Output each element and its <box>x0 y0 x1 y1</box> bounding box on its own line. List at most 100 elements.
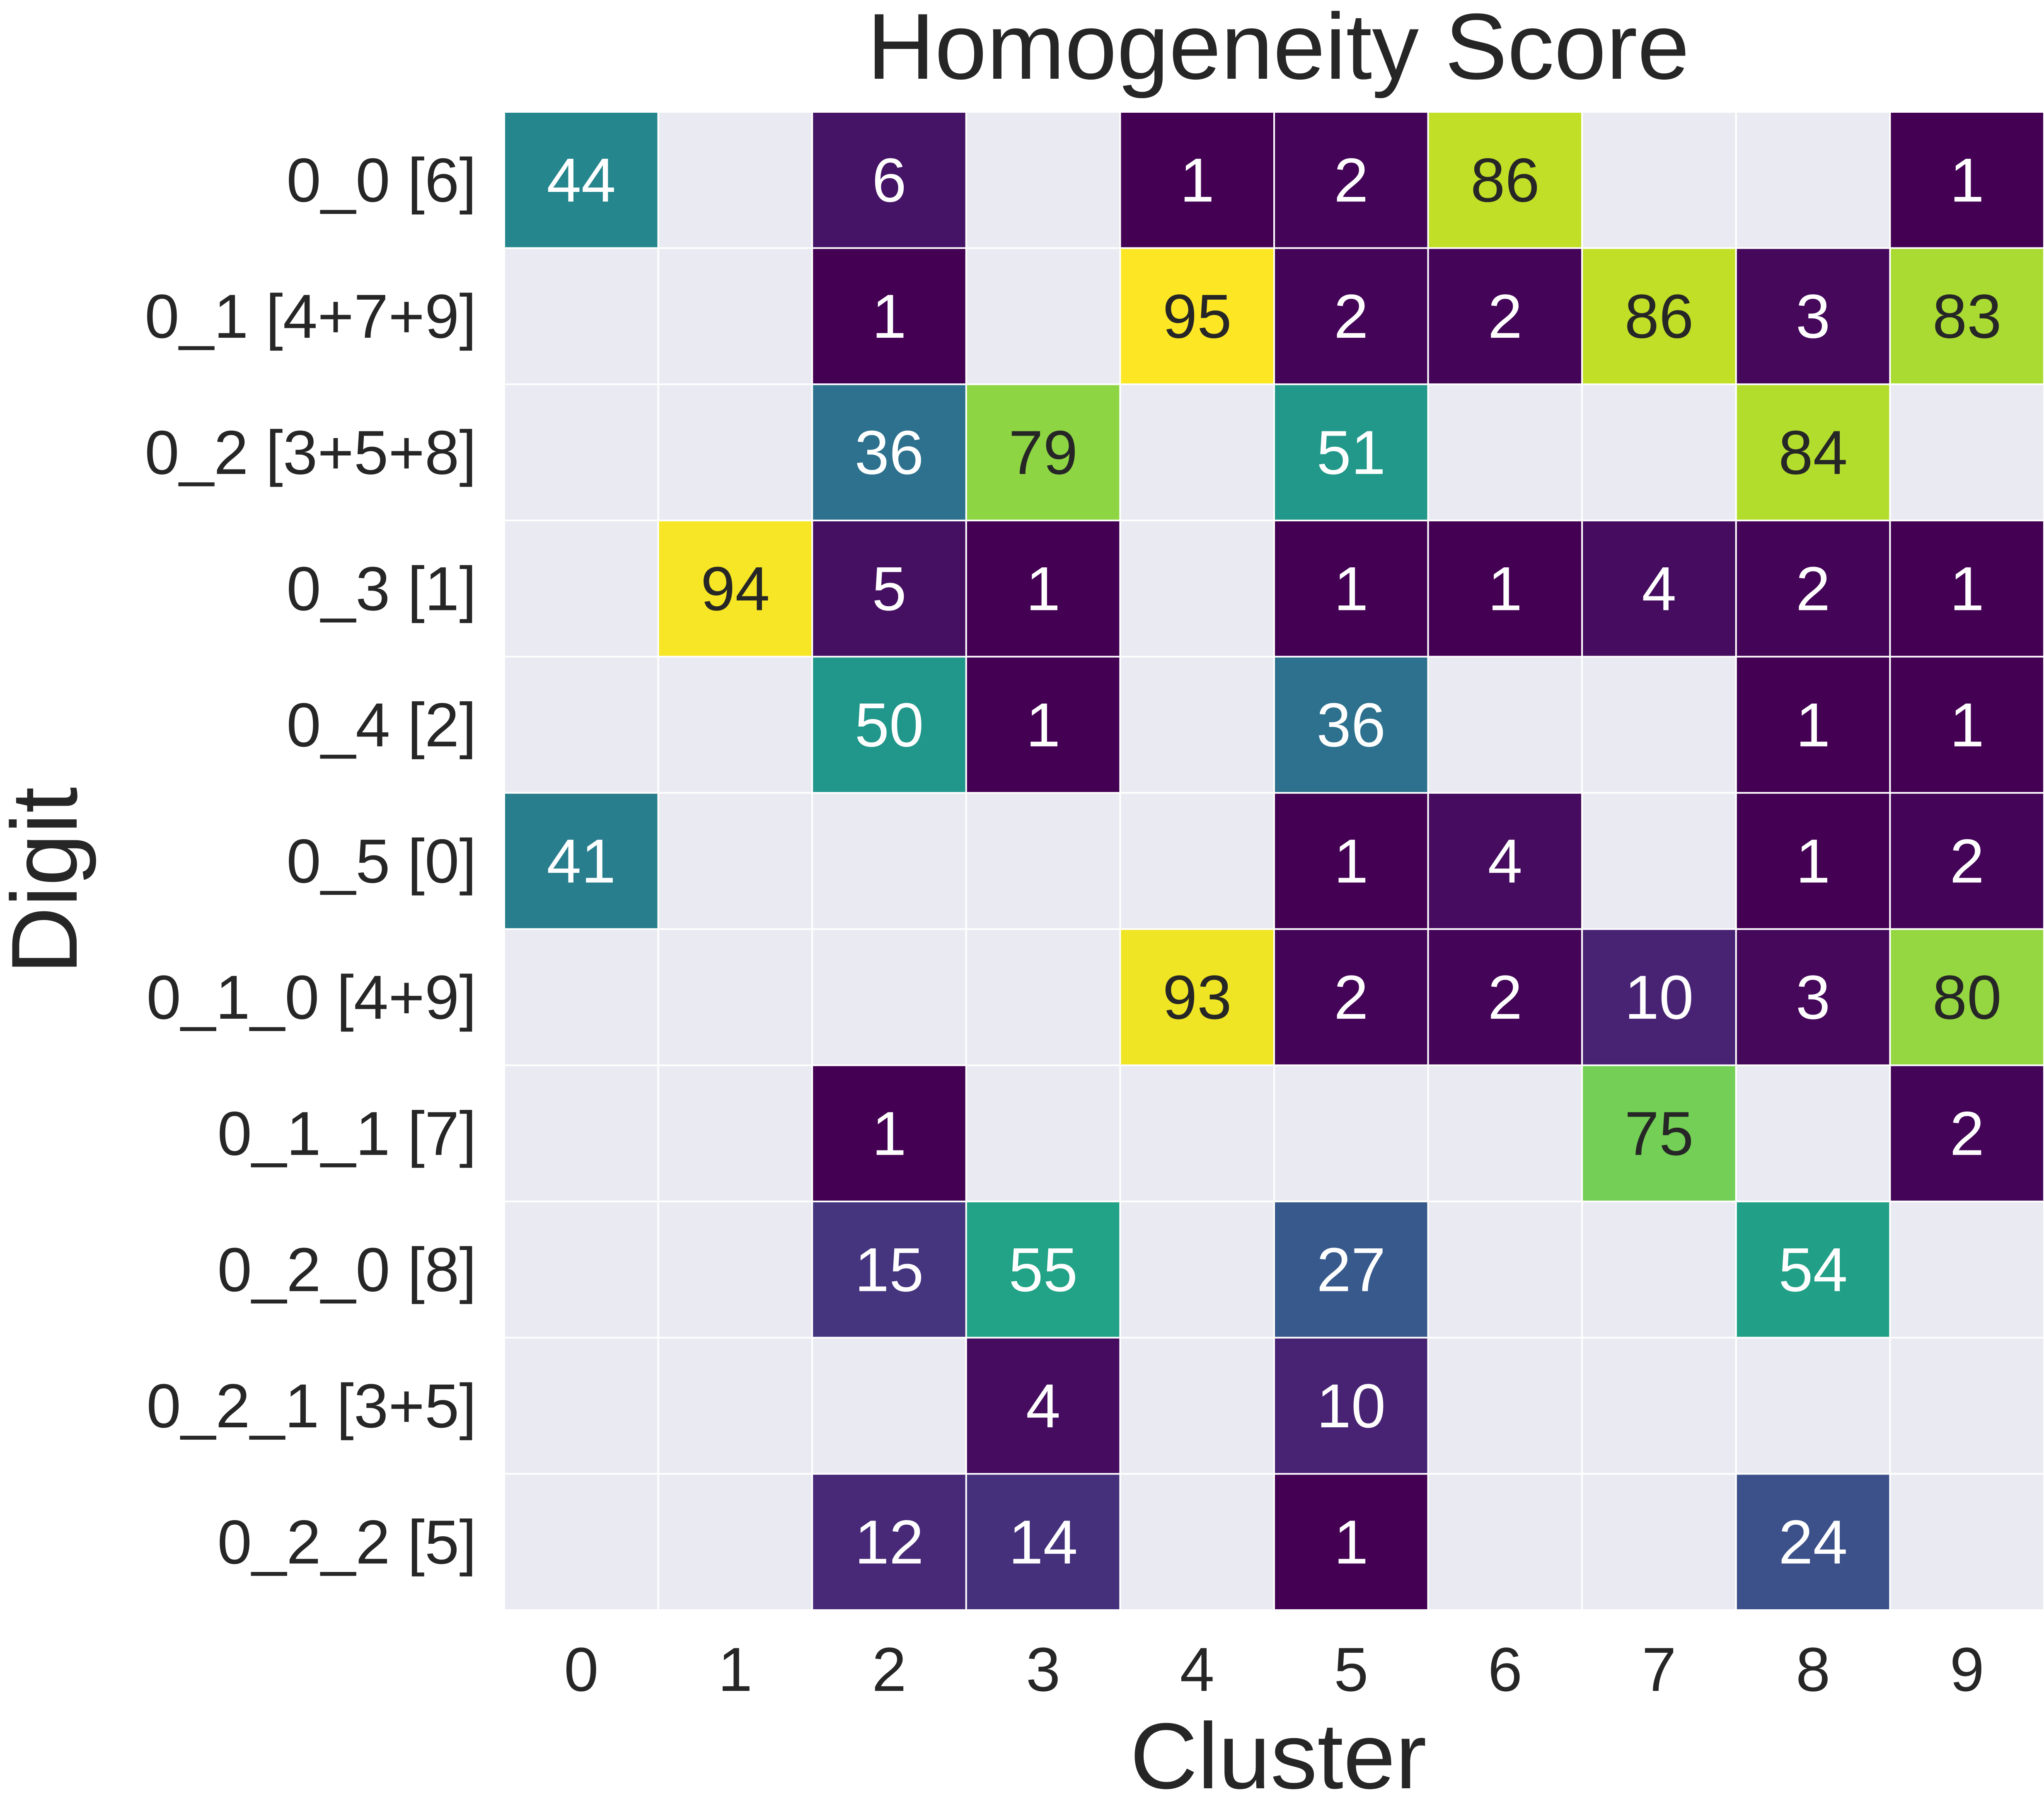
x-tick-label: 7 <box>1642 1635 1676 1704</box>
heatmap-cell-empty <box>1273 1064 1429 1203</box>
heatmap-cell <box>1427 247 1583 385</box>
heatmap-cell <box>1889 519 2044 658</box>
heatmap-cell <box>811 247 967 385</box>
y-tick-label: 0_1_0 [4+9] <box>146 962 477 1032</box>
x-axis-label: Cluster <box>1130 1703 1427 1808</box>
cell-value-label: 1 <box>1950 554 1984 623</box>
heatmap-cell-empty <box>1889 1337 2044 1475</box>
heatmap-cell <box>1735 383 1891 521</box>
heatmap-cell-empty <box>1735 111 1891 249</box>
cell-value-label: 1 <box>1950 690 1984 760</box>
cell-value-label: 4 <box>1488 826 1522 896</box>
heatmap-cell-empty <box>1889 383 2044 521</box>
heatmap-cell <box>1119 247 1275 385</box>
cell-value-label: 4 <box>1026 1371 1060 1441</box>
y-tick-label: 0_4 [2] <box>286 690 477 760</box>
heatmap-cell <box>811 1064 967 1203</box>
cell-value-label: 50 <box>855 690 924 760</box>
cell-value-label: 36 <box>1316 690 1386 760</box>
y-tick-label: 0_0 [6] <box>286 145 477 215</box>
heatmap-cell <box>1273 656 1429 794</box>
heatmap-cell <box>811 656 967 794</box>
heatmap-cell-empty <box>965 111 1121 249</box>
heatmap-cell-empty <box>1427 383 1583 521</box>
heatmap-cell <box>1273 1473 1429 1611</box>
heatmap-cell-empty <box>1581 1337 1737 1475</box>
heatmap-cell <box>1581 1064 1737 1203</box>
y-tick-label: 0_1_1 [7] <box>217 1099 477 1168</box>
heatmap-cell <box>965 1201 1121 1339</box>
heatmap-cell <box>1735 928 1891 1066</box>
cell-value-label: 55 <box>1009 1235 1078 1304</box>
heatmap-cell-empty <box>965 247 1121 385</box>
cell-value-label: 84 <box>1778 418 1848 487</box>
heatmap-cell <box>1427 519 1583 658</box>
cell-value-label: 24 <box>1778 1507 1848 1577</box>
heatmap-cell <box>1427 792 1583 930</box>
y-axis-label: Digit <box>0 787 97 974</box>
x-tick-label: 6 <box>1488 1635 1522 1704</box>
heatmap-cell-empty <box>965 1064 1121 1203</box>
heatmap-cell <box>1273 1201 1429 1339</box>
heatmap-cell-empty <box>1119 383 1275 521</box>
cell-value-label: 2 <box>1950 826 1984 896</box>
heatmap-cell <box>1735 247 1891 385</box>
heatmap-cell-empty <box>657 792 813 930</box>
heatmap-cell-empty <box>811 792 967 930</box>
heatmap-cell-empty <box>657 247 813 385</box>
heatmap-cell <box>1735 519 1891 658</box>
heatmap-cell <box>965 1337 1121 1475</box>
heatmap-cell <box>811 383 967 521</box>
heatmap-cell-empty <box>1581 792 1737 930</box>
heatmap-cell-empty <box>1889 1473 2044 1611</box>
cell-value-label: 75 <box>1625 1099 1694 1168</box>
cell-value-label: 83 <box>1933 281 2002 351</box>
heatmap-cell <box>1273 519 1429 658</box>
cell-value-label: 95 <box>1163 281 1232 351</box>
heatmap-cell-empty <box>657 1473 813 1611</box>
heatmap-cell-empty <box>811 928 967 1066</box>
cell-value-label: 2 <box>1488 962 1522 1032</box>
cell-value-label: 94 <box>701 554 770 623</box>
heatmap-cell-empty <box>503 247 659 385</box>
x-tick-label: 5 <box>1334 1635 1368 1704</box>
cell-value-label: 10 <box>1625 962 1694 1032</box>
cell-value-label: 36 <box>855 418 924 487</box>
heatmap-cells <box>503 111 2044 1611</box>
heatmap-cell-empty <box>503 1064 659 1203</box>
heatmap-cell-empty <box>1119 519 1275 658</box>
cell-value-label: 1 <box>1950 145 1984 215</box>
heatmap-cell-empty <box>1427 656 1583 794</box>
heatmap-cell-empty <box>503 1337 659 1475</box>
cell-value-label: 3 <box>1796 281 1830 351</box>
heatmap-cell-empty <box>1735 1337 1891 1475</box>
y-tick-labels: 0_0 [6] 0_1 [4+7+9] 0_2 [3+5+8] 0_3 [1] 0_4 … <box>145 145 477 1577</box>
heatmap-cell <box>1889 247 2044 385</box>
heatmap-cell <box>1273 792 1429 930</box>
heatmap-cell-empty <box>503 519 659 658</box>
cell-value-label: 80 <box>1933 962 2002 1032</box>
cell-value-label: 2 <box>1796 554 1830 623</box>
heatmap-cell-empty <box>503 1473 659 1611</box>
cell-value-label: 86 <box>1625 281 1694 351</box>
cell-value-label: 1 <box>1488 554 1522 623</box>
heatmap-cell-empty <box>1119 1064 1275 1203</box>
heatmap-cell <box>965 1473 1121 1611</box>
cell-value-label: 12 <box>855 1507 924 1577</box>
heatmap-cell <box>1273 1337 1429 1475</box>
y-tick-label: 0_2_0 [8] <box>217 1235 477 1304</box>
heatmap-cell-empty <box>965 792 1121 930</box>
x-tick-label: 3 <box>1026 1635 1060 1704</box>
cell-value-label: 93 <box>1163 962 1232 1032</box>
heatmap-cell-empty <box>657 1064 813 1203</box>
heatmap-cell-empty <box>1119 792 1275 930</box>
y-tick-label: 0_3 [1] <box>286 554 477 623</box>
heatmap-cell-empty <box>1427 1337 1583 1475</box>
cell-value-label: 1 <box>872 281 906 351</box>
cell-value-label: 1 <box>1026 690 1060 760</box>
cell-value-label: 15 <box>855 1235 924 1304</box>
x-tick-label: 9 <box>1950 1635 1984 1704</box>
heatmap-cell <box>1735 1473 1891 1611</box>
